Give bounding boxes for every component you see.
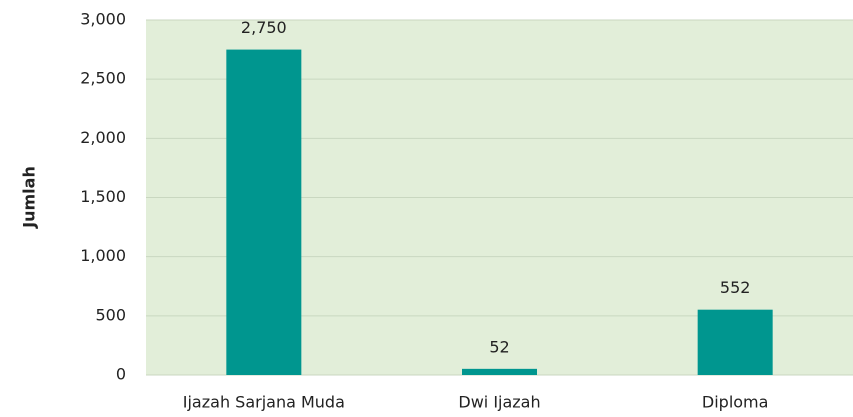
x-tick-label: Ijazah Sarjana Muda — [183, 393, 345, 412]
bar — [697, 309, 773, 375]
bar — [462, 368, 537, 375]
y-tick-label: 0 — [116, 365, 126, 384]
y-axis-title: Jumlah — [20, 166, 39, 229]
y-tick-label: 2,000 — [80, 128, 126, 147]
x-tick-label: Dwi Ijazah — [458, 393, 540, 412]
x-tick-label: Diploma — [702, 393, 769, 412]
y-tick-label: 2,500 — [80, 69, 126, 88]
data-label: 52 — [489, 337, 509, 356]
data-label: 552 — [720, 278, 751, 297]
y-tick-label: 500 — [95, 305, 126, 324]
y-tick-label: 1,500 — [80, 187, 126, 206]
y-tick-label: 3,000 — [80, 10, 126, 29]
bar — [226, 49, 302, 375]
y-tick-label: 1,000 — [80, 246, 126, 265]
data-label: 2,750 — [241, 18, 287, 37]
